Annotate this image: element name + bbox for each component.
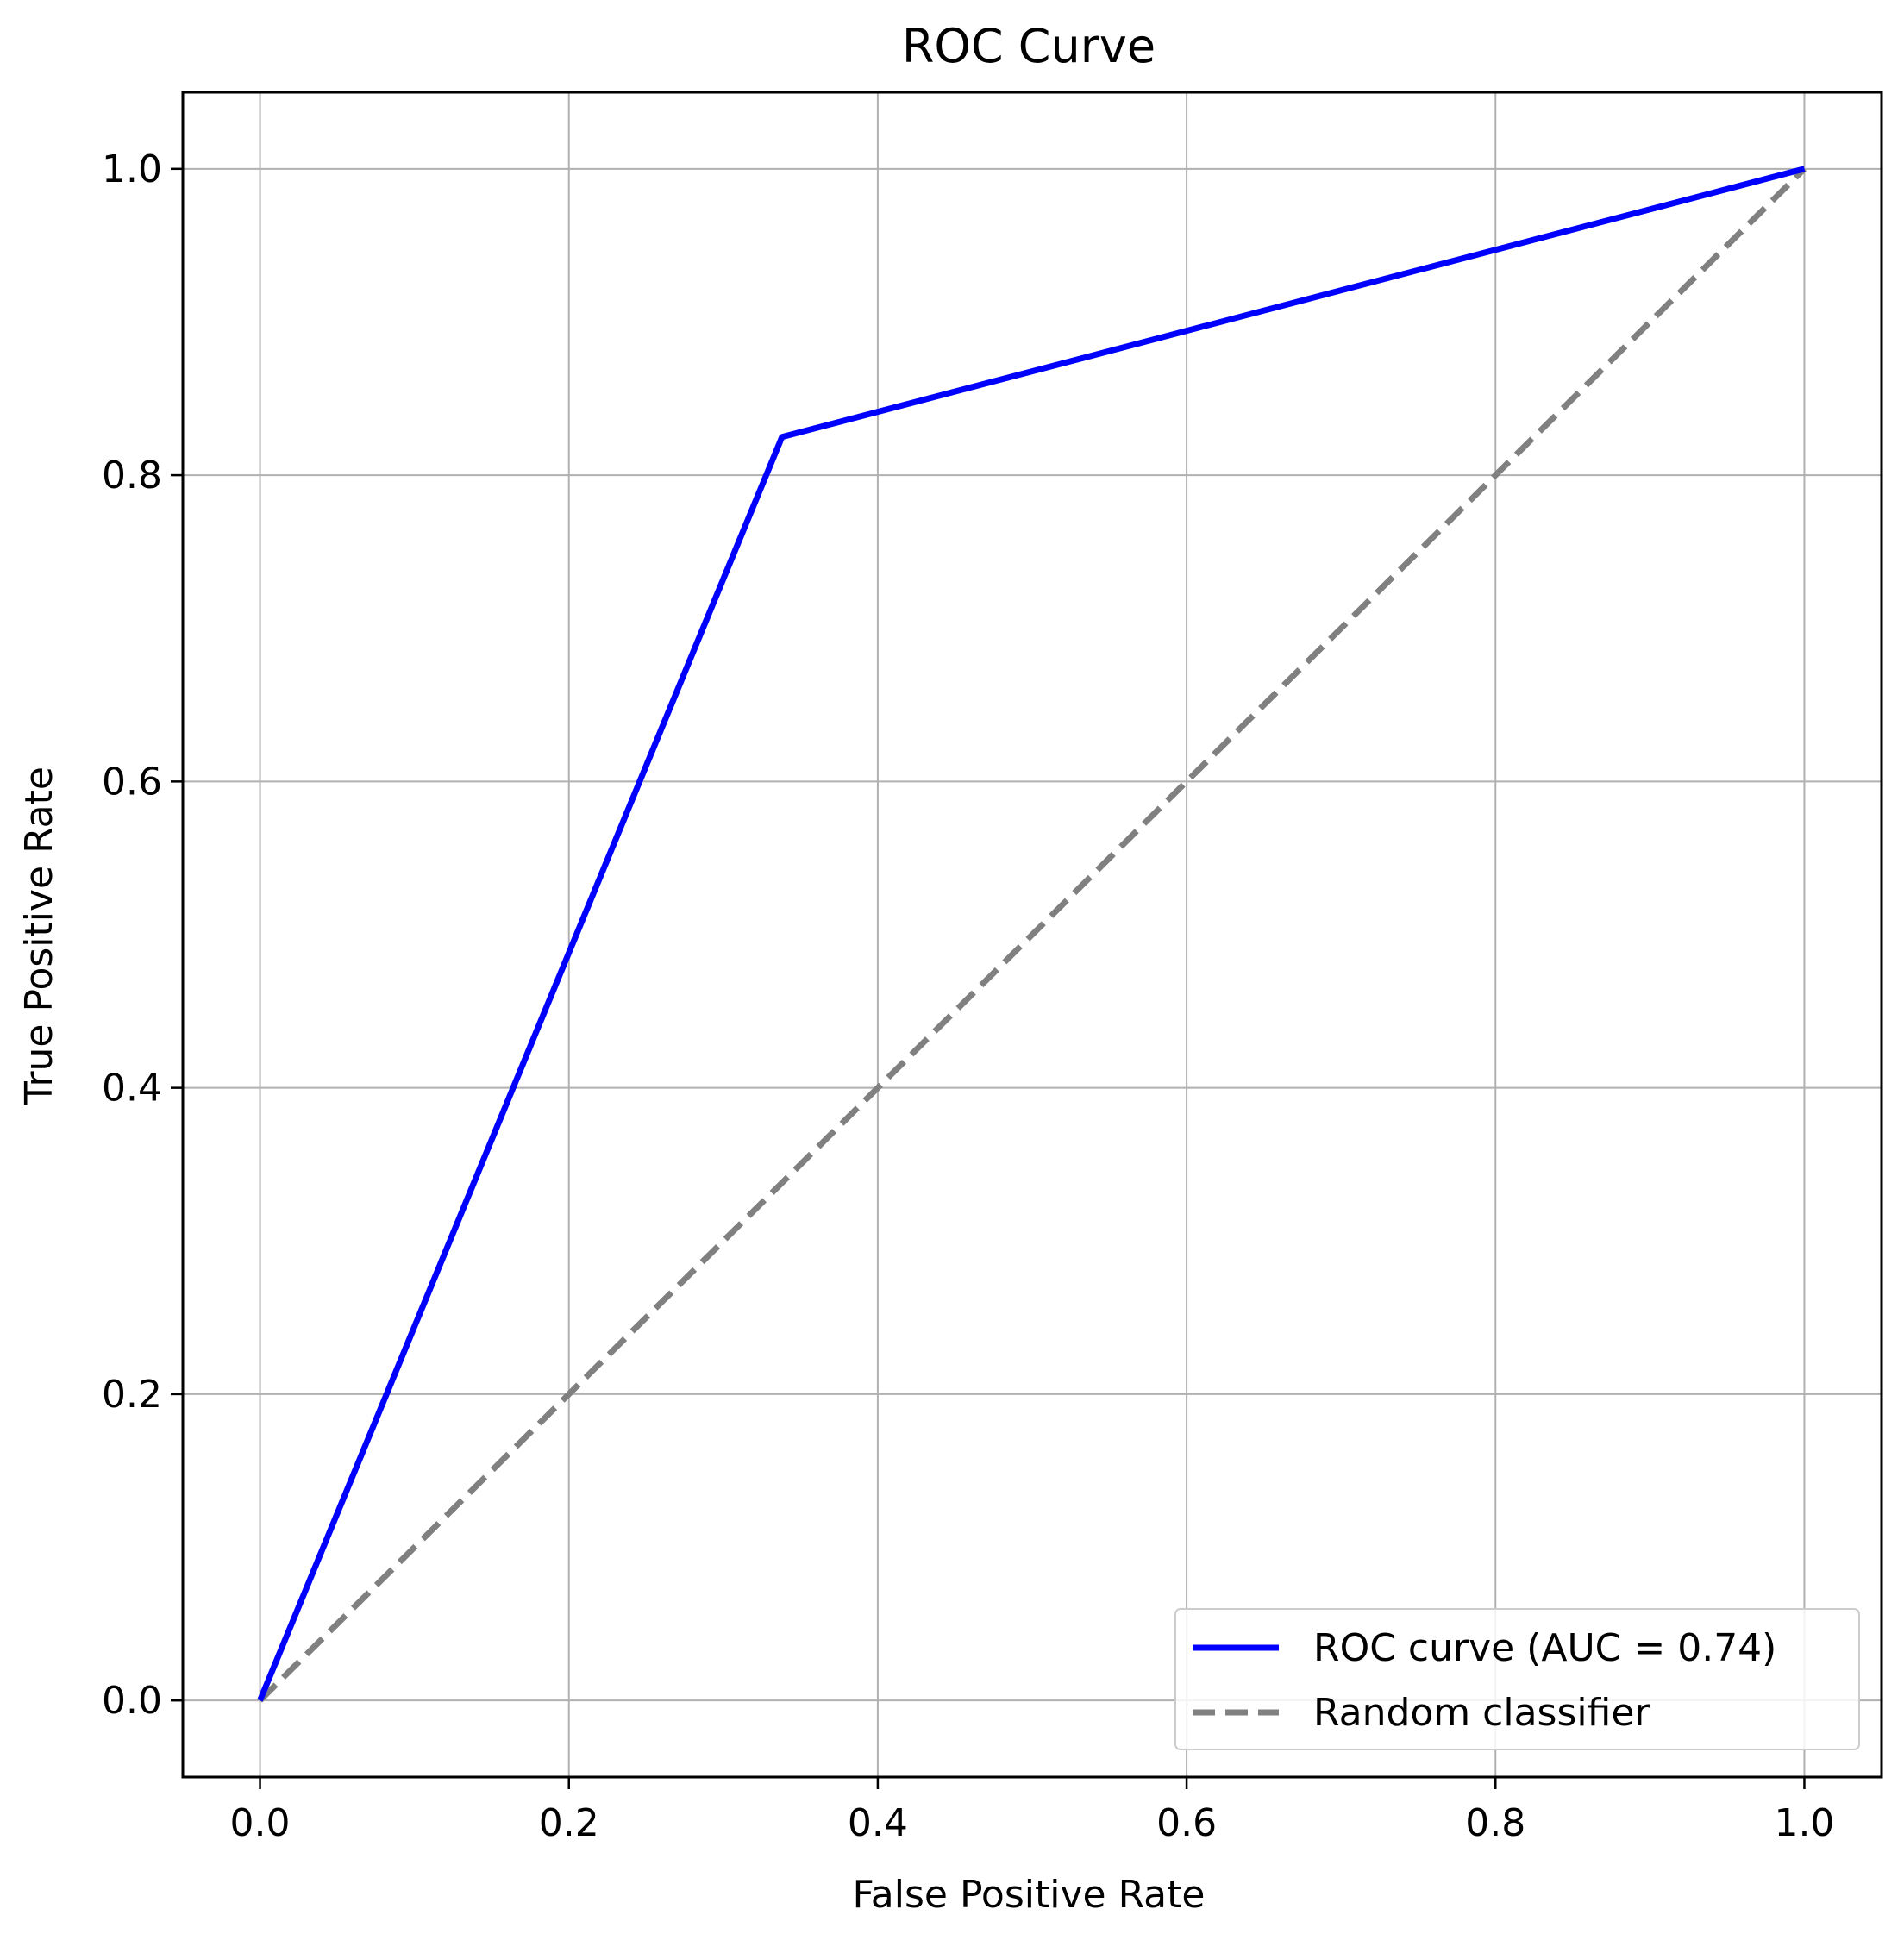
y-tick-label: 0.8 bbox=[102, 454, 162, 498]
y-tick-label: 0.0 bbox=[102, 1679, 162, 1723]
chart-title: ROC Curve bbox=[902, 19, 1156, 73]
y-axis-label: True Positive Rate bbox=[17, 767, 61, 1105]
x-tick-label: 0.6 bbox=[1156, 1801, 1217, 1845]
x-tick-label: 0.2 bbox=[539, 1801, 599, 1845]
x-tick-label: 1.0 bbox=[1774, 1801, 1834, 1845]
grid-lines bbox=[183, 92, 1882, 1777]
y-axis-ticks: 0.0 0.2 0.4 0.6 0.8 1.0 bbox=[102, 147, 183, 1723]
plot-frame bbox=[181, 91, 1883, 1779]
legend-label: ROC curve (AUC = 0.74) bbox=[1313, 1626, 1776, 1670]
legend-box bbox=[1174, 1608, 1860, 1750]
roc-curve-line bbox=[257, 166, 1806, 1702]
x-tick-label: 0.4 bbox=[848, 1801, 908, 1845]
legend: ROC curve (AUC = 0.74) Random classifier bbox=[1174, 1608, 1860, 1750]
y-tick-label: 0.6 bbox=[102, 760, 162, 804]
x-axis-ticks: 0.0 0.2 0.4 0.6 0.8 1.0 bbox=[230, 1777, 1834, 1845]
x-tick-label: 0.0 bbox=[230, 1801, 291, 1845]
x-axis-label: False Positive Rate bbox=[853, 1873, 1206, 1917]
legend-label: Random classifier bbox=[1313, 1691, 1650, 1735]
random-classifier-line bbox=[258, 166, 1807, 1703]
y-tick-label: 0.2 bbox=[102, 1373, 162, 1417]
series-layer bbox=[257, 166, 1807, 1703]
x-tick-label: 0.8 bbox=[1465, 1801, 1525, 1845]
y-tick-label: 1.0 bbox=[102, 147, 162, 191]
y-tick-label: 0.4 bbox=[102, 1067, 162, 1111]
